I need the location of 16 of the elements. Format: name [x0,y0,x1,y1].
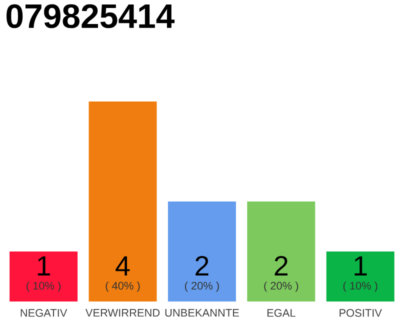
x-tick-label: UNBEKANNTE [165,309,239,317]
annotation: ( 10% ) [26,282,61,292]
annotation: ( 20% ) [264,282,298,292]
annotation: ( 40% ) [106,282,140,292]
data-label: 4 [116,256,130,276]
x-tick-label: POSITIV [340,309,382,317]
chart-title: 079825414 [6,4,175,28]
data-label: 2 [196,256,208,276]
annotation: ( 10% ) [343,282,378,292]
annotation: ( 20% ) [184,282,219,292]
data-label: 1 [354,256,367,276]
x-tick-label: VERWIRREND [85,309,160,317]
x-tick-label: NEGATIV [20,309,68,317]
x-tick-label: EGAL [267,309,296,317]
data-label: 2 [274,256,288,276]
data-label: 1 [38,256,50,276]
